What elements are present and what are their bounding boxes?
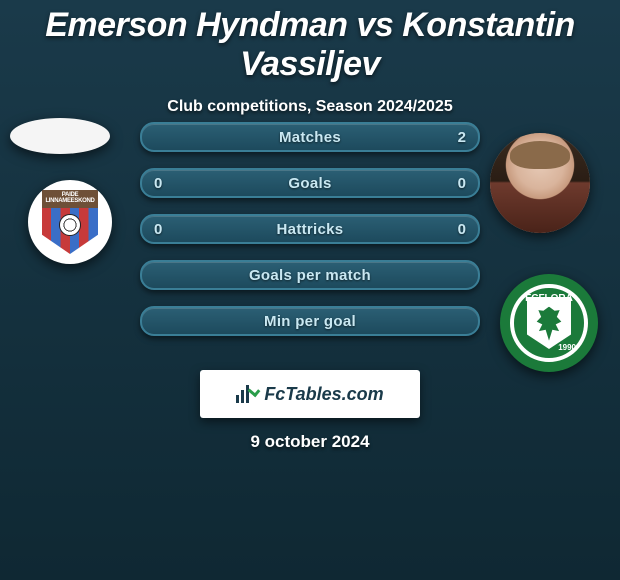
date-text: 9 october 2024 <box>0 432 620 452</box>
stat-right: 0 <box>458 216 466 242</box>
brand-text: FcTables.com <box>264 384 383 405</box>
page-subtitle: Club competitions, Season 2024/2025 <box>0 98 620 116</box>
fctables-logo-icon <box>236 385 258 403</box>
player1-club-badge: PAIDE LINNAMEESKOND <box>28 180 112 264</box>
player1-avatar <box>10 118 110 154</box>
paide-shield-text: PAIDE LINNAMEESKOND <box>42 192 98 204</box>
flora-shield-icon <box>527 297 571 349</box>
page-title: Emerson Hyndman vs Konstantin Vassiljev <box>0 0 620 84</box>
stat-row-min-per-goal: Min per goal <box>140 306 480 336</box>
stat-label: Min per goal <box>264 313 356 330</box>
football-icon <box>59 214 81 236</box>
stat-right: 2 <box>458 124 466 150</box>
flora-badge-year: 1990 <box>558 343 576 352</box>
stats-table: Matches 2 0 Goals 0 0 Hattricks 0 Goals … <box>140 122 480 352</box>
player2-club-badge: FCFLORA 1990 <box>500 274 598 372</box>
stat-row-matches: Matches 2 <box>140 122 480 152</box>
stat-left: 0 <box>154 216 162 242</box>
flora-badge-icon: FCFLORA 1990 <box>510 284 588 362</box>
comparison-card: Emerson Hyndman vs Konstantin Vassiljev … <box>0 0 620 580</box>
player2-avatar <box>490 133 590 233</box>
stat-label: Goals <box>288 175 331 192</box>
stat-row-goals-per-match: Goals per match <box>140 260 480 290</box>
flora-lion-icon <box>535 307 563 341</box>
stat-right: 0 <box>458 170 466 196</box>
stat-row-goals: 0 Goals 0 <box>140 168 480 198</box>
stat-left: 0 <box>154 170 162 196</box>
stat-label: Goals per match <box>249 267 371 284</box>
player2-photo <box>490 133 590 233</box>
stat-label: Matches <box>279 129 341 146</box>
stat-row-hattricks: 0 Hattricks 0 <box>140 214 480 244</box>
paide-shield-icon: PAIDE LINNAMEESKOND <box>42 190 98 254</box>
brand-box: FcTables.com <box>200 370 420 418</box>
stat-label: Hattricks <box>277 221 344 238</box>
